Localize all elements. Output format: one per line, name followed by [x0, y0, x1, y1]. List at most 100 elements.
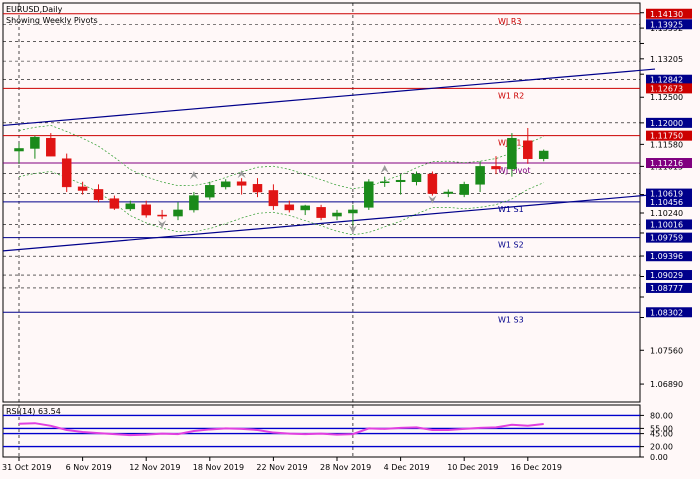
- candle-body: [507, 137, 517, 170]
- pivot-label: W1 S2: [498, 241, 524, 250]
- candle-body: [427, 173, 438, 194]
- candle-body: [189, 195, 199, 211]
- time-axis-label: 28 Nov 2019: [320, 463, 371, 472]
- price-pane-frame: [2, 2, 641, 403]
- price-label-box: [646, 74, 692, 85]
- fractal-down-marker: [348, 225, 357, 234]
- candle-body: [364, 181, 374, 208]
- candle-body: [300, 205, 310, 211]
- price-label-box: [646, 282, 692, 293]
- time-axis-label: 12 Nov 2019: [129, 463, 180, 472]
- rsi-axis-tick-label: 55.00: [650, 424, 673, 433]
- time-axis-label: 10 Dec 2019: [447, 463, 498, 472]
- rsi-axis-tick-label: 0.00: [650, 453, 668, 462]
- price-axis-tick-label: 1.11580: [650, 140, 683, 149]
- rsi-line: [18, 422, 544, 437]
- time-axis-label: 4 Dec 2019: [384, 463, 430, 472]
- price-label-box: [646, 219, 692, 230]
- price-label: 1.14130: [650, 10, 683, 19]
- candle-body: [523, 140, 533, 159]
- candle-body: [538, 150, 549, 159]
- price-axis[interactable]: 1.139251.135921.132051.125001.115801.110…: [640, 9, 692, 389]
- candle-body: [205, 185, 215, 198]
- candle-body: [379, 181, 390, 184]
- chart-title: EURUSD,Daily: [6, 5, 63, 14]
- price-label-box: [646, 188, 692, 199]
- price-label: 1.11750: [650, 132, 683, 141]
- candle-body: [236, 181, 247, 186]
- price-label: 1.10016: [650, 220, 683, 229]
- price-axis-tick-label: 1.07560: [650, 346, 683, 355]
- candle-body: [252, 184, 263, 193]
- price-label-box: [646, 270, 692, 281]
- candle-body: [173, 209, 183, 217]
- trendline: [3, 68, 656, 127]
- rsi-pane-frame: [2, 404, 641, 458]
- price-axis-tick-label: 1.06890: [650, 380, 683, 389]
- price-label: 1.10619: [650, 190, 683, 199]
- vertical-markers: [18, 3, 354, 457]
- price-label-box: [646, 196, 692, 207]
- rsi-axis-tick-label: 80.00: [650, 411, 673, 420]
- trendline: [3, 193, 656, 252]
- pivot-label: W1 S3: [498, 315, 524, 324]
- fractal-down-marker: [158, 220, 167, 229]
- time-axis-label: 16 Dec 2019: [511, 463, 562, 472]
- fractal-up-marker: [380, 165, 389, 174]
- price-label: 1.09396: [650, 252, 683, 261]
- candle-body: [491, 166, 501, 170]
- envelope-bands: [18, 125, 544, 236]
- candle-body: [46, 137, 56, 157]
- candle-body: [220, 181, 231, 188]
- rsi-title: RSI(14) 63.54: [6, 407, 61, 416]
- pivot-label: WJ R3: [498, 17, 521, 26]
- envelope-line: [18, 125, 544, 190]
- rsi-axis-tick-label: 45.00: [650, 430, 673, 439]
- candle-body: [316, 207, 326, 218]
- candle-body: [411, 173, 422, 183]
- price-label-box: [646, 8, 692, 19]
- price-label-box: [646, 158, 692, 169]
- price-axis-tick-label: 1.13205: [650, 55, 683, 64]
- price-label: 1.12000: [650, 119, 683, 128]
- candle-body: [268, 190, 279, 207]
- fractal-up-marker: [237, 170, 246, 179]
- candles: [14, 127, 549, 226]
- price-axis-tick-label: 1.12500: [650, 93, 683, 102]
- candle-body: [475, 166, 485, 185]
- price-label-box: [646, 251, 692, 262]
- rsi-axis-tick-label: 20.00: [650, 443, 673, 452]
- price-grid: [3, 23, 640, 289]
- candle-body: [348, 209, 358, 214]
- time-axis-label: 31 Oct 2019: [2, 463, 51, 472]
- price-label: 1.08302: [650, 308, 683, 317]
- candle-body: [30, 136, 40, 149]
- price-label: 1.13925: [650, 20, 683, 29]
- fractal-markers: [158, 165, 437, 234]
- pivot-label: W1 R2: [498, 91, 524, 100]
- candle-body: [141, 204, 151, 216]
- candle-body: [125, 203, 136, 210]
- price-label-box: [646, 307, 692, 318]
- candle-body: [443, 191, 454, 194]
- pivot-label: WJ Pivot: [498, 166, 530, 175]
- price-label: 1.12842: [650, 76, 683, 85]
- candle-body: [93, 189, 104, 200]
- rsi-pane[interactable]: RSI(14) 63.54: [2, 404, 641, 458]
- time-axis[interactable]: 31 Oct 2019 6 Nov 2019 12 Nov 2019 18 Nov 2…: [2, 457, 562, 472]
- time-axis-label: 22 Nov 2019: [256, 463, 307, 472]
- chart-subtitle: Showing Weekly Pivots: [6, 16, 98, 25]
- time-axis-label: 6 Nov 2019: [66, 463, 112, 472]
- pivot-label: W1 S1: [498, 205, 524, 214]
- price-label-box: [646, 83, 692, 94]
- candle-body: [284, 204, 295, 211]
- price-label: 1.10456: [650, 198, 683, 207]
- candle-body: [459, 184, 469, 195]
- candle-body: [332, 212, 342, 217]
- price-axis-tick-label: 1.10240: [650, 209, 683, 218]
- candle-body: [395, 179, 406, 183]
